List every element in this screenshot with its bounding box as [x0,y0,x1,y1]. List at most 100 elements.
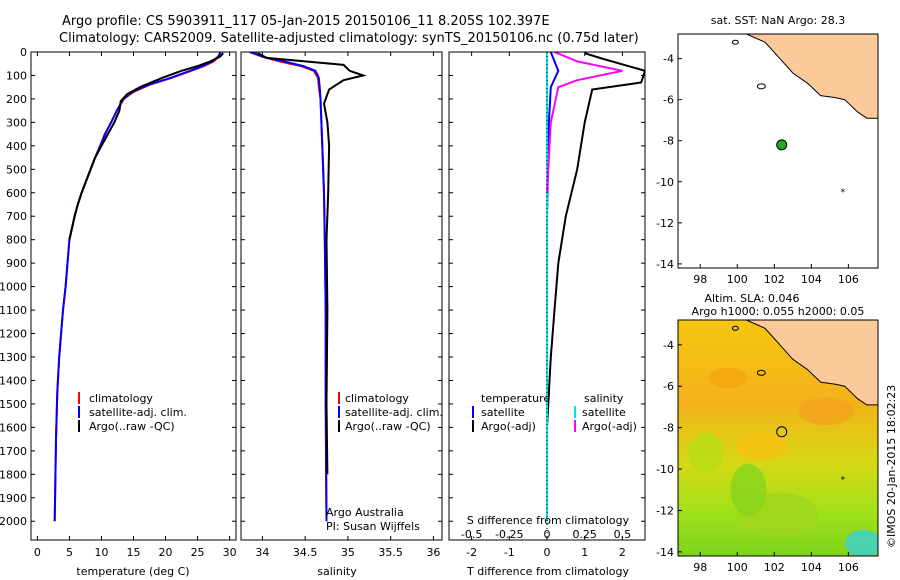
series-line-argo-raw-qc- [257,52,367,475]
x-tick-label: 102 [764,273,785,286]
series-line-climatology [253,52,328,522]
sla-map-title-line1: Altim. SLA: 0.046 [704,292,799,305]
christmas-island-marker: * [841,475,846,485]
y-tick-label: -12 [656,217,674,230]
y-tick-label: 100 [6,69,27,82]
legend-t-argo-label: Argo(-adj) [481,420,536,433]
y-tick-label: 200 [6,93,27,106]
legend-argo-label: Argo(..raw -QC) [89,420,175,433]
x-tick-label: 25 [191,546,205,559]
difference-panel: -2 -1 0 1 2 -0.5 -0.25 0 0.25 0.5 [448,51,646,559]
series-line-satellite-adj-clim- [53,52,222,522]
y-tick-label: -10 [656,463,674,476]
x-tick-label: -1 [504,546,515,559]
salinity-panel: 34 34.5 35 35.5 36 [240,51,443,559]
credit-institution: Argo Australia [326,506,404,519]
y-tick-label: -8 [663,135,674,148]
top-x-tick-label: 0 [544,528,551,541]
sla-patch [687,432,724,473]
sst-map-panel: * 98 100 102 104 106 -4 -6 -8 -10 -12 -14 [656,33,879,286]
map-contents: * [731,34,878,198]
x-tick-label: 34 [255,546,269,559]
top-x-tick-label: -0.25 [495,528,523,541]
x-tick-label: 0 [34,546,41,559]
series-line-argo-raw-qc- [68,52,224,240]
y-tick-label: 600 [6,187,27,200]
y-tick-label: -14 [656,258,674,271]
y-tick-label: 1000 [0,281,27,294]
sla-patch [708,367,748,388]
x-tick-label: 100 [727,273,748,286]
x-tick-label: 20 [159,546,173,559]
y-tick-label: 400 [6,140,27,153]
series-group [53,52,224,522]
x-tick-label: 35 [341,546,355,559]
figure-title-line2: Climatology: CARS2009. Satellite-adjuste… [59,31,639,46]
land-sumatra-java [746,320,878,406]
sla-patch [845,529,878,556]
argo-location-marker [776,426,788,438]
x-tick-label: 10 [94,546,108,559]
temperature-xlabel: temperature (deg C) [76,565,189,578]
x-tick-label: 2 [619,546,626,559]
x-tick-label: 106 [838,273,859,286]
y-tick-label: 1200 [0,328,27,341]
y-tick-label: 900 [6,257,27,270]
x-tick-label: 0 [544,546,551,559]
x-tick-label: 15 [127,546,141,559]
y-tick-label: 500 [6,163,27,176]
y-tick-label: 700 [6,210,27,223]
y-tick-label: 0 [20,46,27,59]
credit-pi: PI: Susan Wijffels [326,520,420,533]
y-tick-label: 1900 [0,492,27,505]
christmas-island-marker: * [841,188,846,198]
legend-argo-label: Argo(..raw -QC) [345,420,431,433]
temperature-legend: climatology satellite-adj. clim. Argo(..… [78,392,187,433]
island-enggano [756,369,766,376]
series-group [249,52,367,522]
legend-climatology-label: climatology [345,392,409,405]
legend-t-satellite-label: satellite [481,406,525,419]
y-tick-label: 1700 [0,445,27,458]
legend-satellite-label: satellite-adj. clim. [89,406,187,419]
axes-frame [240,51,443,541]
y-tick-label: 1100 [0,304,27,317]
series-line-argo-adj- [546,52,623,193]
y-tick-label: -14 [656,546,674,559]
legend-climatology-label: climatology [89,392,153,405]
sla-map-panel: * 98 100 102 104 106 -4 -6 -8 -10 -12 -14 [656,319,879,574]
y-tick-label: 300 [6,116,27,129]
y-tick-label: -10 [656,176,674,189]
argo-location-marker [776,139,788,151]
salinity-xlabel: salinity [317,565,357,578]
top-x-tick-label: 0.5 [614,528,632,541]
map-frame [677,33,879,269]
map-frame [677,319,879,557]
y-tick-label: -8 [663,422,674,435]
island-mentawai [731,39,739,45]
axes-frame [30,51,237,541]
y-tick-label: -4 [663,53,674,66]
axes-frame [448,51,646,541]
x-tick-label: 104 [801,273,822,286]
y-tick-label: 1600 [0,421,27,434]
x-tick-label: 5 [66,546,73,559]
island-enggano [756,83,766,90]
map-contents: * [678,320,878,556]
top-x-tick-label: -0.5 [461,528,482,541]
difference-xlabel: T difference from climatology [466,565,629,578]
x-tick-label: -2 [466,546,477,559]
land-sumatra-java [746,34,878,119]
x-tick-label: 34.5 [293,546,318,559]
y-tick-label: -6 [663,380,674,393]
legend-s-argo-label: Argo(-adj) [582,420,637,433]
sla-patch [735,432,788,461]
x-tick-label: 106 [838,561,859,574]
top-x-tick-label: 0.25 [572,528,597,541]
y-tick-label: 2000 [0,515,27,528]
x-tick-label: 100 [727,561,748,574]
sla-patch [798,397,855,426]
y-tick-label: 1300 [0,351,27,364]
x-tick-label: 98 [693,561,707,574]
